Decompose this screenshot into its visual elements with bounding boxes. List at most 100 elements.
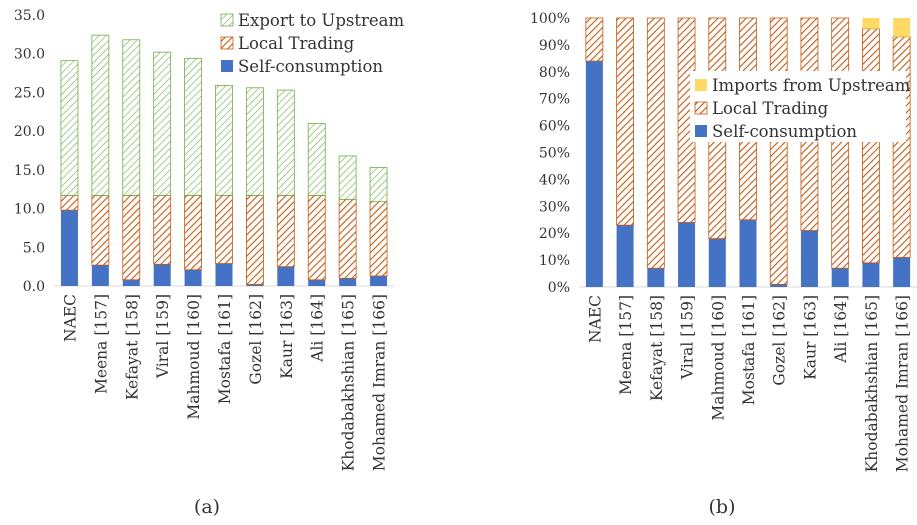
y-tick-label: 100%	[530, 11, 570, 27]
legend: Export to Upstream Local Trading Self-cons…	[216, 6, 404, 77]
x-tick-label: Mostafa [161]	[216, 294, 234, 404]
y-tick-label: 25.0	[14, 85, 45, 101]
bar-self-consumption	[215, 263, 233, 286]
caption-b: (b)	[709, 496, 736, 518]
x-tick-label: Gozel [162]	[247, 294, 265, 385]
bar-imports-from-upstream	[893, 18, 911, 37]
bar-self-consumption	[862, 262, 880, 287]
bar-export-to-upstream	[60, 60, 79, 196]
x-tick-label: Meena [157]	[617, 295, 635, 395]
x-tick-label: NAEC	[61, 294, 79, 342]
bar-self-consumption	[739, 219, 757, 287]
bar-self-consumption	[770, 284, 788, 287]
caption-a: (a)	[194, 496, 220, 518]
bar-local-trading	[585, 17, 604, 62]
x-tick-label: Kefayat [158]	[648, 295, 666, 401]
y-tick-label: 0.0	[23, 279, 45, 295]
bar-local-trading	[91, 195, 110, 266]
bar-self-consumption	[60, 210, 78, 286]
bar-local-trading	[892, 36, 911, 258]
y-tick-label: 30.0	[14, 47, 45, 63]
bar-self-consumption	[708, 238, 726, 287]
legend-label-local-trading: Local Trading	[712, 99, 829, 118]
bar-local-trading	[307, 195, 326, 281]
chart-a: 0.0 5.0 10.0 15.0 20.0 25.0 30.0 35.0 NAEC Meena …	[14, 6, 404, 471]
bar-local-trading	[616, 17, 634, 226]
bar-export-to-upstream	[153, 51, 172, 196]
bar-self-consumption	[153, 264, 171, 286]
legend-swatch-self-consumption	[695, 125, 707, 137]
legend-swatch-self-consumption	[221, 60, 233, 72]
legend-box	[216, 6, 394, 77]
bar-self-consumption	[678, 222, 696, 287]
bar-self-consumption	[277, 266, 295, 286]
bar-local-trading	[646, 17, 665, 269]
y-tick-label: 60%	[539, 119, 570, 135]
bar-local-trading	[153, 195, 172, 265]
bar-export-to-upstream	[369, 167, 388, 203]
legend-swatch-export-to-upstream	[220, 13, 234, 27]
bar-local-trading	[831, 17, 850, 269]
bar-self-consumption	[184, 269, 202, 286]
x-tick-label: Mohamed Imran [166]	[371, 294, 389, 471]
x-tick-label: Mahmoud [160]	[185, 294, 203, 420]
bar-self-consumption	[831, 268, 849, 287]
bar-export-to-upstream	[246, 87, 264, 196]
legend-label-imports-from-upstream: Imports from Upstream	[712, 76, 911, 95]
x-tick-label: Viral [159]	[679, 295, 697, 380]
bar-local-trading	[184, 195, 202, 271]
bar-self-consumption	[893, 257, 911, 287]
bar-export-to-upstream	[307, 123, 326, 196]
bar-self-consumption	[91, 265, 109, 286]
y-tick-label: 50%	[539, 146, 570, 162]
x-tick-label: Ali [164]	[832, 295, 850, 364]
x-tick-label: Ali [164]	[309, 294, 327, 363]
bar-self-consumption	[585, 61, 603, 287]
bar-local-trading	[215, 195, 233, 264]
legend-box	[690, 71, 906, 142]
bar-export-to-upstream	[91, 34, 110, 196]
bar-imports-from-upstream	[862, 18, 880, 29]
x-tick-label: Mahmoud [160]	[709, 295, 727, 421]
x-tick-label: Kefayat [158]	[123, 294, 141, 400]
y-tick-label: 70%	[539, 92, 570, 108]
bar-self-consumption	[339, 278, 357, 286]
bar-self-consumption	[370, 275, 388, 286]
y-tick-label: 35.0	[14, 8, 45, 24]
bar-self-consumption	[246, 284, 264, 286]
x-tick-label: Khodabakhshian [165]	[863, 295, 881, 472]
x-tick-label: Kaur [163]	[278, 294, 296, 379]
bar-local-trading	[769, 17, 788, 285]
bar-export-to-upstream	[215, 85, 233, 196]
x-tick-label: Meena [157]	[92, 294, 110, 394]
x-tick-label: Mohamed Imran [166]	[894, 295, 912, 472]
legend-swatch-local-trading	[220, 36, 234, 50]
bar-local-trading	[862, 28, 880, 264]
bar-self-consumption	[308, 279, 326, 286]
x-tick-label: NAEC	[586, 295, 604, 343]
legend-swatch-local-trading	[694, 101, 708, 115]
y-tick-label: 10.0	[14, 202, 45, 218]
y-tick-label: 40%	[539, 172, 570, 188]
y-tick-label: 15.0	[14, 163, 45, 179]
legend-swatch-imports-from-upstream	[695, 79, 707, 91]
y-tick-label: 0%	[548, 280, 570, 296]
y-tick-label: 10%	[539, 253, 570, 269]
bar-self-consumption	[800, 230, 818, 287]
bar-export-to-upstream	[338, 155, 357, 200]
x-tick-label: Viral [159]	[154, 294, 172, 379]
bar-local-trading	[246, 195, 264, 285]
y-tick-label: 80%	[539, 65, 570, 81]
legend-label-export-to-upstream: Export to Upstream	[238, 11, 404, 30]
x-tick-label: Mostafa [161]	[740, 295, 758, 405]
bar-local-trading	[122, 195, 141, 281]
bar-self-consumption	[647, 268, 665, 287]
bar-local-trading	[60, 195, 79, 211]
x-tick-label: Gozel [162]	[771, 295, 789, 386]
bar-local-trading	[369, 201, 388, 277]
x-tick-label: Kaur [163]	[801, 295, 819, 380]
bar-self-consumption	[616, 225, 634, 287]
bar-local-trading	[276, 195, 295, 268]
chart-b: 0% 10% 20% 30% 40% 50% 60% 70% 80% 90% 100% NAEC Mee…	[530, 11, 917, 472]
bar-export-to-upstream	[122, 39, 141, 196]
